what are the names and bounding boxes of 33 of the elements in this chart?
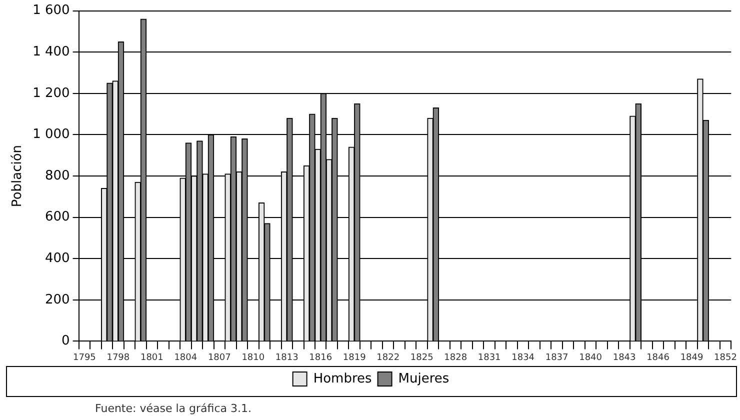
- legend-label: Mujeres: [398, 371, 450, 386]
- y-tick-label: 0: [62, 334, 70, 349]
- x-tick-label: 1843: [612, 352, 636, 363]
- x-tick-label: 1795: [72, 352, 96, 363]
- x-tick-label: 1801: [140, 352, 164, 363]
- x-tick-label: 1849: [680, 352, 704, 363]
- x-tick-label: 1840: [579, 352, 602, 363]
- y-tick-label: 1 200: [32, 86, 70, 101]
- x-tick-label: 1852: [714, 352, 737, 363]
- y-axis-title: Población: [10, 144, 26, 208]
- y-tick-label: 600: [44, 210, 70, 225]
- y-tick-label: 1 000: [32, 127, 70, 142]
- source-note: Fuente: véase la gráfica 3.1.: [95, 402, 252, 415]
- x-tick-label: 1831: [478, 352, 501, 363]
- x-tick-label: 1837: [545, 352, 568, 363]
- x-tick-label: 1816: [309, 352, 332, 363]
- y-tick-label: 1 600: [32, 3, 70, 18]
- x-tick-label: 1819: [342, 352, 366, 363]
- x-tick-label: 1825: [410, 352, 434, 363]
- x-tick-label: 1810: [242, 352, 265, 363]
- x-tick-label: 1846: [646, 352, 670, 363]
- x-tick-label: 1813: [275, 352, 298, 363]
- y-tick-label: 1 400: [32, 44, 70, 60]
- y-tick-label: 800: [44, 168, 70, 184]
- y-tick-label: 200: [44, 292, 70, 308]
- legend-label: Hombres: [313, 371, 372, 386]
- x-tick-label: 1828: [444, 352, 468, 363]
- x-tick-label: 1804: [174, 352, 198, 363]
- x-tick-label: 1822: [376, 352, 400, 363]
- y-tick-label: 400: [44, 250, 70, 266]
- x-tick-label: 1798: [106, 352, 130, 363]
- x-tick-label: 1807: [208, 352, 231, 363]
- x-tick-label: 1834: [512, 352, 535, 363]
